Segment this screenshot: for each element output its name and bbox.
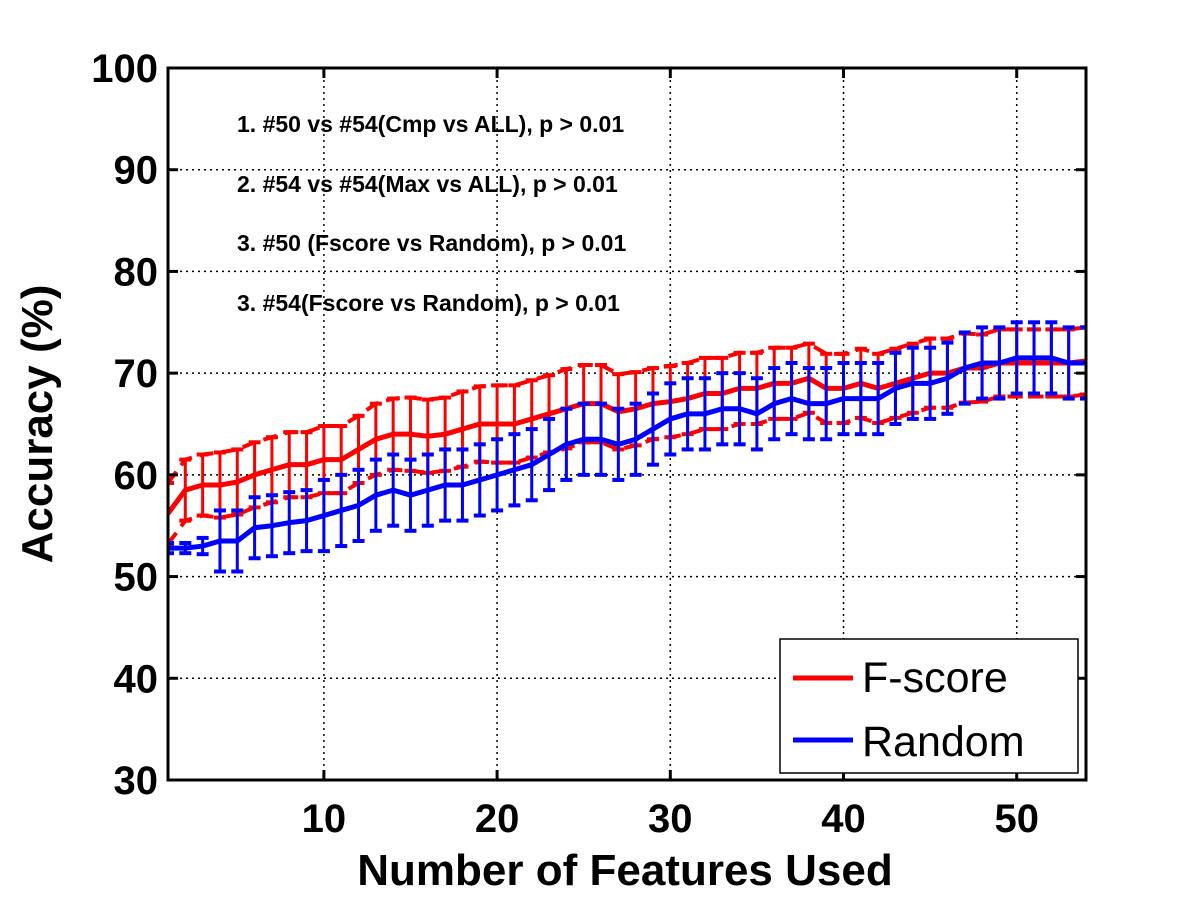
annotation-text: 3. #54(Fscore vs Random), p > 0.01 xyxy=(237,290,620,316)
annotation-text: 1. #50 vs #54(Cmp vs ALL), p > 0.01 xyxy=(237,111,624,137)
fscore-upper-bound-line xyxy=(168,325,1086,485)
y-tick-label: 60 xyxy=(114,454,159,498)
y-tick-label: 50 xyxy=(114,556,159,600)
annotation-text: 2. #54 vs #54(Max vs ALL), p > 0.01 xyxy=(237,171,618,197)
legend-box xyxy=(779,638,1079,774)
axis-ticks: 30 40 50 60 70 80 90 100 10 20 30 40 50 xyxy=(91,47,1086,841)
series-random xyxy=(168,320,1086,574)
x-tick-label: 40 xyxy=(821,797,866,841)
y-tick-label: 100 xyxy=(91,47,158,91)
annotations: 1. #50 vs #54(Cmp vs ALL), p > 0.01 2. #5… xyxy=(237,111,626,316)
y-tick-label: 90 xyxy=(114,149,159,193)
x-tick-label: 30 xyxy=(648,797,693,841)
plot-frame xyxy=(166,66,1088,782)
y-tick-label: 70 xyxy=(114,352,159,396)
y-tick-label: 30 xyxy=(114,759,159,803)
x-axis-label: Number of Features Used xyxy=(357,846,892,895)
legend-label-fscore: F-score xyxy=(862,654,1008,702)
y-axis-label: Accuracy (%) xyxy=(13,285,62,564)
x-tick-label: 50 xyxy=(994,797,1039,841)
x-tick-label: 20 xyxy=(475,797,520,841)
y-tick-label: 40 xyxy=(114,657,159,701)
legend-label-random: Random xyxy=(862,718,1025,766)
plot-area xyxy=(168,320,1086,574)
f-score-mean-line xyxy=(168,358,1086,515)
random-mean-line xyxy=(168,355,1086,551)
legend: F-score Random xyxy=(779,638,1079,774)
annotation-text: 3. #50 (Fscore vs Random), p > 0.01 xyxy=(237,230,626,256)
x-tick-label: 10 xyxy=(302,797,347,841)
y-tick-label: 80 xyxy=(114,250,159,294)
